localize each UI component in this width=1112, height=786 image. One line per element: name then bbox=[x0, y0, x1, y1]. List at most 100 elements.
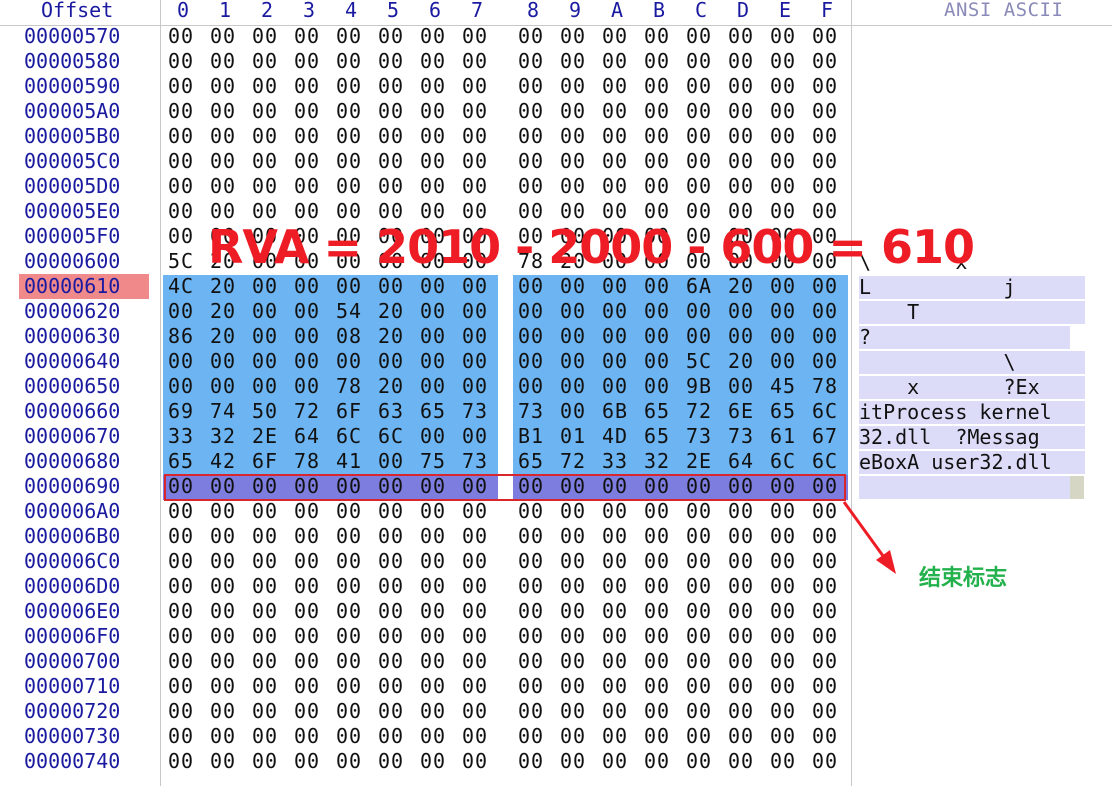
hex-byte[interactable]: 00 bbox=[462, 249, 489, 273]
hex-byte[interactable]: 00 bbox=[686, 324, 713, 348]
hex-byte[interactable]: 32 bbox=[644, 449, 671, 473]
hex-byte[interactable]: 00 bbox=[812, 649, 839, 673]
hex-byte[interactable]: 00 bbox=[210, 649, 237, 673]
hex-byte[interactable]: 00 bbox=[252, 324, 279, 348]
hex-byte[interactable]: 00 bbox=[602, 674, 629, 698]
hex-byte[interactable]: 00 bbox=[210, 474, 237, 498]
hex-byte[interactable]: 61 bbox=[770, 424, 797, 448]
hex-byte[interactable]: 00 bbox=[560, 174, 587, 198]
hex-byte[interactable]: 00 bbox=[210, 599, 237, 623]
hex-byte[interactable]: 6C bbox=[812, 399, 839, 423]
hex-byte[interactable]: 00 bbox=[602, 499, 629, 523]
hex-byte[interactable]: 00 bbox=[728, 699, 755, 723]
hex-byte[interactable]: 00 bbox=[644, 149, 671, 173]
hex-row-00000630[interactable]: 00000630 86 20 00 00 08 20 00 00 00 00 00 00 00 00 00 00… bbox=[0, 324, 1112, 350]
hex-byte[interactable]: 00 bbox=[210, 224, 237, 248]
hex-byte[interactable]: 00 bbox=[812, 199, 839, 223]
hex-byte[interactable]: 00 bbox=[462, 199, 489, 223]
hex-byte[interactable]: 00 bbox=[252, 749, 279, 773]
hex-byte[interactable]: 00 bbox=[252, 124, 279, 148]
hex-byte[interactable]: 00 bbox=[294, 274, 321, 298]
hex-byte[interactable]: 6E bbox=[728, 399, 755, 423]
hex-byte[interactable]: 4D bbox=[602, 424, 629, 448]
hex-byte[interactable]: 00 bbox=[210, 524, 237, 548]
hex-byte[interactable]: 00 bbox=[210, 724, 237, 748]
hex-byte[interactable]: 65 bbox=[420, 399, 447, 423]
hex-byte[interactable]: 00 bbox=[210, 574, 237, 598]
hex-byte[interactable]: 00 bbox=[168, 99, 195, 123]
hex-byte[interactable]: 00 bbox=[420, 524, 447, 548]
hex-byte[interactable]: 00 bbox=[728, 99, 755, 123]
hex-byte[interactable]: 00 bbox=[168, 649, 195, 673]
hex-byte[interactable]: 00 bbox=[728, 599, 755, 623]
hex-byte[interactable]: 00 bbox=[462, 99, 489, 123]
hex-byte[interactable]: 00 bbox=[686, 199, 713, 223]
hex-byte[interactable]: 00 bbox=[420, 24, 447, 48]
hex-byte[interactable]: B1 bbox=[518, 424, 545, 448]
hex-byte[interactable]: 00 bbox=[518, 474, 545, 498]
hex-byte[interactable]: 00 bbox=[644, 174, 671, 198]
hex-byte[interactable]: 00 bbox=[644, 499, 671, 523]
hex-byte[interactable]: 00 bbox=[210, 674, 237, 698]
hex-byte[interactable]: 00 bbox=[560, 49, 587, 73]
hex-byte[interactable]: 00 bbox=[728, 174, 755, 198]
hex-byte[interactable]: 00 bbox=[210, 24, 237, 48]
hex-byte[interactable]: 00 bbox=[728, 199, 755, 223]
hex-byte[interactable]: 00 bbox=[770, 474, 797, 498]
hex-byte[interactable]: 00 bbox=[644, 624, 671, 648]
hex-byte[interactable]: 00 bbox=[252, 249, 279, 273]
hex-byte[interactable]: 00 bbox=[728, 124, 755, 148]
hex-byte[interactable]: 4C bbox=[168, 274, 195, 298]
hex-byte[interactable]: 00 bbox=[210, 349, 237, 373]
hex-byte[interactable]: 00 bbox=[770, 349, 797, 373]
ascii-text[interactable]: itProcess kernel bbox=[859, 401, 1085, 424]
hex-byte[interactable]: 00 bbox=[252, 149, 279, 173]
hex-byte[interactable]: 00 bbox=[812, 624, 839, 648]
hex-byte[interactable]: 00 bbox=[644, 724, 671, 748]
hex-row-00000610[interactable]: 00000610 4C 20 00 00 00 00 00 00 00 00 00 00 6A 20 00 00… bbox=[0, 274, 1112, 300]
hex-byte[interactable]: 00 bbox=[252, 299, 279, 323]
hex-byte[interactable]: 00 bbox=[686, 149, 713, 173]
hex-byte[interactable]: 00 bbox=[560, 724, 587, 748]
hex-byte[interactable]: 00 bbox=[336, 249, 363, 273]
hex-byte[interactable]: 00 bbox=[518, 724, 545, 748]
hex-byte[interactable]: 00 bbox=[378, 599, 405, 623]
hex-byte[interactable]: 73 bbox=[462, 399, 489, 423]
hex-byte[interactable]: 00 bbox=[210, 49, 237, 73]
hex-byte[interactable]: 00 bbox=[168, 199, 195, 223]
hex-byte[interactable]: 00 bbox=[560, 74, 587, 98]
hex-byte[interactable]: 00 bbox=[378, 724, 405, 748]
hex-byte[interactable]: 00 bbox=[602, 24, 629, 48]
hex-byte[interactable]: 00 bbox=[378, 449, 405, 473]
hex-row-000006C0[interactable]: 000006C0 00 00 00 00 00 00 00 00 00 00 00 00 00 00 00 00 bbox=[0, 549, 1112, 575]
hex-byte[interactable]: 00 bbox=[770, 649, 797, 673]
hex-byte[interactable]: 00 bbox=[252, 349, 279, 373]
hex-byte[interactable]: 64 bbox=[728, 449, 755, 473]
hex-byte[interactable]: 00 bbox=[252, 699, 279, 723]
hex-row-000005C0[interactable]: 000005C0 00 00 00 00 00 00 00 00 00 00 00 00 00 00 00 00 bbox=[0, 149, 1112, 175]
hex-byte[interactable]: 00 bbox=[168, 374, 195, 398]
hex-byte[interactable]: 00 bbox=[644, 49, 671, 73]
hex-byte[interactable]: 00 bbox=[728, 249, 755, 273]
hex-byte[interactable]: 00 bbox=[518, 324, 545, 348]
hex-byte[interactable]: 00 bbox=[602, 274, 629, 298]
hex-byte[interactable]: 00 bbox=[812, 324, 839, 348]
hex-byte[interactable]: 00 bbox=[686, 499, 713, 523]
hex-byte[interactable]: 00 bbox=[378, 49, 405, 73]
hex-byte[interactable]: 00 bbox=[168, 624, 195, 648]
hex-byte[interactable]: 00 bbox=[644, 124, 671, 148]
hex-byte[interactable]: 00 bbox=[462, 349, 489, 373]
hex-byte[interactable]: 00 bbox=[378, 74, 405, 98]
hex-byte[interactable]: 00 bbox=[770, 524, 797, 548]
hex-byte[interactable]: 78 bbox=[812, 374, 839, 398]
hex-byte[interactable]: 6C bbox=[770, 449, 797, 473]
hex-byte[interactable]: 00 bbox=[210, 199, 237, 223]
hex-byte[interactable]: 00 bbox=[770, 749, 797, 773]
hex-byte[interactable]: 00 bbox=[462, 499, 489, 523]
hex-byte[interactable]: 73 bbox=[518, 399, 545, 423]
hex-byte[interactable]: 20 bbox=[560, 249, 587, 273]
hex-byte[interactable]: 00 bbox=[336, 524, 363, 548]
hex-byte[interactable]: 00 bbox=[378, 174, 405, 198]
hex-byte[interactable]: 00 bbox=[168, 674, 195, 698]
hex-byte[interactable]: 00 bbox=[686, 549, 713, 573]
